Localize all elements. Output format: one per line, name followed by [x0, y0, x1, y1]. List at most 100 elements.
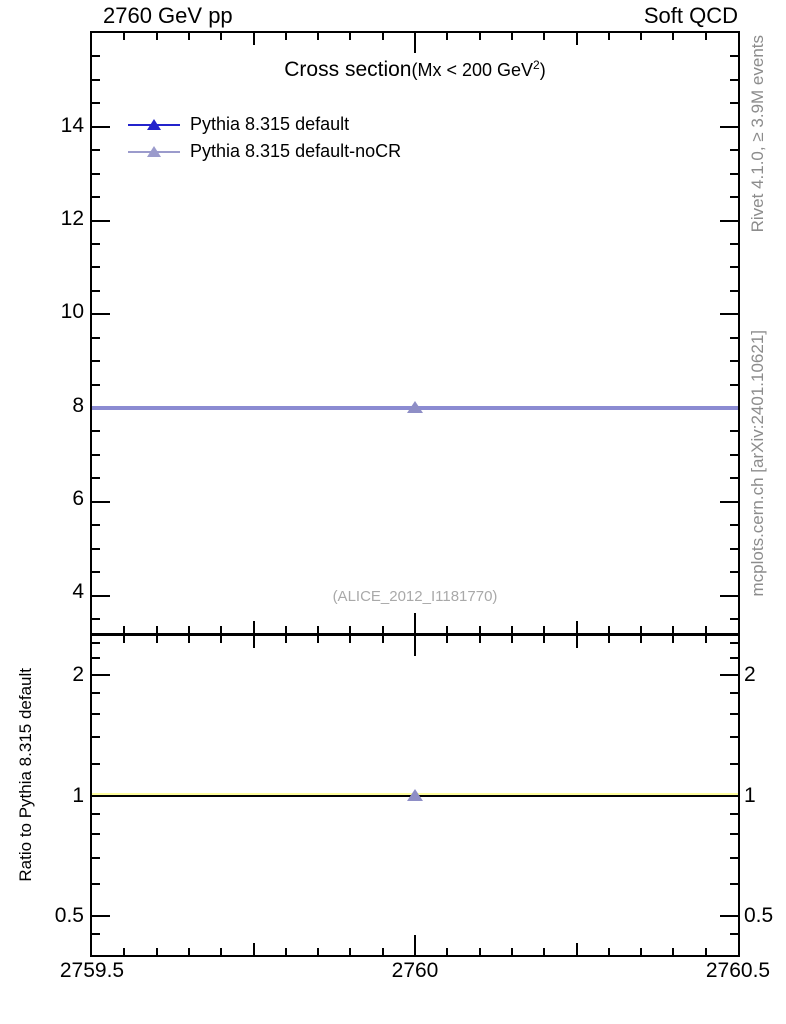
y-tick: [730, 856, 738, 859]
x-tick: [381, 626, 384, 633]
y-tick: [92, 453, 100, 456]
y-axis-tick-label: 4: [72, 579, 84, 603]
x-axis-tick-label: 2759.5: [59, 959, 125, 982]
data-marker-triangle: [407, 401, 423, 413]
x-tick: [155, 626, 158, 633]
x-tick: [478, 948, 481, 955]
y-tick: [92, 594, 110, 597]
x-tick: [252, 621, 255, 633]
y-tick: [730, 289, 738, 292]
y-tick: [92, 915, 110, 918]
x-tick: [349, 636, 352, 643]
x-tick: [123, 33, 126, 40]
x-tick: [317, 626, 320, 633]
x-tick: [640, 948, 643, 955]
y-tick: [92, 712, 100, 715]
x-tick: [317, 948, 320, 955]
ratio-plot-area: [92, 636, 738, 955]
x-tick: [155, 33, 158, 40]
x-tick: [252, 636, 255, 648]
x-tick: [607, 636, 610, 643]
y-tick: [92, 266, 100, 269]
x-tick: [317, 636, 320, 643]
y-tick: [730, 547, 738, 550]
x-tick: [640, 33, 643, 40]
legend-item: Pythia 8.315 default: [128, 112, 468, 139]
ratio-panel: [90, 634, 740, 957]
x-tick: [123, 948, 126, 955]
x-tick: [478, 636, 481, 643]
y-tick: [730, 383, 738, 386]
x-tick: [446, 626, 449, 633]
x-tick: [704, 626, 707, 633]
x-tick: [317, 33, 320, 40]
y-tick: [730, 762, 738, 765]
analysis-watermark: (ALICE_2012_I1181770): [332, 588, 498, 605]
x-tick: [575, 636, 578, 648]
y-tick: [92, 735, 100, 738]
x-tick: [575, 621, 578, 633]
x-tick: [672, 948, 675, 955]
y-axis-tick-label: 8: [72, 393, 84, 417]
y-tick: [92, 219, 110, 222]
y-tick: [730, 172, 738, 175]
y-tick: [92, 673, 110, 676]
x-tick: [575, 33, 578, 45]
y-tick: [730, 78, 738, 81]
x-tick: [607, 33, 610, 40]
x-tick: [607, 626, 610, 633]
y-tick: [92, 383, 100, 386]
y-tick: [92, 360, 100, 363]
y-tick: [92, 477, 100, 480]
x-tick: [446, 636, 449, 643]
y-tick: [730, 617, 738, 620]
ratio-marker-triangle: [407, 788, 423, 801]
y-tick: [730, 571, 738, 574]
y-tick: [92, 500, 110, 503]
x-tick: [704, 33, 707, 40]
x-tick: [543, 626, 546, 633]
y-tick: [92, 547, 100, 550]
y-axis-tick-label: 12: [60, 207, 84, 231]
y-tick: [730, 102, 738, 105]
x-tick: [704, 636, 707, 643]
y-tick: [730, 477, 738, 480]
x-tick: [446, 33, 449, 40]
x-tick: [187, 636, 190, 643]
y-tick: [92, 571, 100, 574]
x-tick: [381, 636, 384, 643]
ratio-tick-label-right: 2: [744, 662, 756, 686]
y-tick: [92, 125, 110, 128]
y-tick: [92, 833, 100, 836]
y-tick: [730, 149, 738, 152]
x-tick: [478, 33, 481, 40]
x-tick: [575, 943, 578, 955]
y-tick: [730, 735, 738, 738]
x-tick: [543, 948, 546, 955]
y-tick: [730, 657, 738, 660]
x-axis-tick-label: 2760.5: [705, 959, 771, 982]
y-tick: [92, 933, 100, 936]
y-tick: [720, 313, 738, 316]
ratio-tick-label-left: 2: [72, 662, 84, 686]
x-tick: [284, 33, 287, 40]
x-tick: [284, 636, 287, 643]
legend-label: Pythia 8.315 default-noCR: [190, 141, 402, 161]
y-tick: [730, 196, 738, 199]
y-tick: [720, 673, 738, 676]
x-tick: [252, 943, 255, 955]
header-beam-label: 2760 GeV pp: [103, 3, 233, 28]
y-axis-tick-label: 6: [72, 486, 84, 510]
x-tick: [123, 636, 126, 643]
x-tick: [672, 636, 675, 643]
y-tick: [730, 266, 738, 269]
x-tick: [510, 626, 513, 633]
x-tick: [155, 636, 158, 643]
y-tick: [730, 833, 738, 836]
y-tick: [730, 883, 738, 886]
y-tick: [720, 915, 738, 918]
y-tick: [730, 933, 738, 936]
rivet-version-note: Rivet 4.1.0, ≥ 3.9M events: [748, 35, 767, 233]
legend-item: Pythia 8.315 default-noCR: [128, 139, 468, 166]
y-tick: [92, 883, 100, 886]
